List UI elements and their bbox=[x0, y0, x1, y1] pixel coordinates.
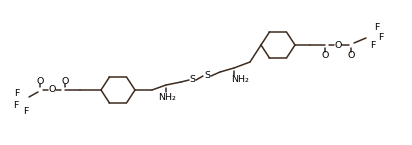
Text: F: F bbox=[23, 106, 29, 116]
Text: F: F bbox=[375, 22, 380, 31]
Text: F: F bbox=[378, 33, 384, 42]
Text: S: S bbox=[204, 71, 210, 80]
Text: O: O bbox=[36, 77, 44, 86]
Text: NH₂: NH₂ bbox=[158, 93, 176, 102]
Text: F: F bbox=[13, 100, 19, 109]
Text: NH₂: NH₂ bbox=[231, 76, 249, 85]
Text: F: F bbox=[370, 41, 376, 50]
Text: S: S bbox=[189, 76, 195, 85]
Text: O: O bbox=[61, 77, 69, 86]
Text: O: O bbox=[48, 86, 56, 95]
Text: O: O bbox=[321, 50, 329, 59]
Text: O: O bbox=[347, 50, 355, 59]
Text: F: F bbox=[14, 89, 20, 98]
Text: O: O bbox=[334, 40, 342, 49]
